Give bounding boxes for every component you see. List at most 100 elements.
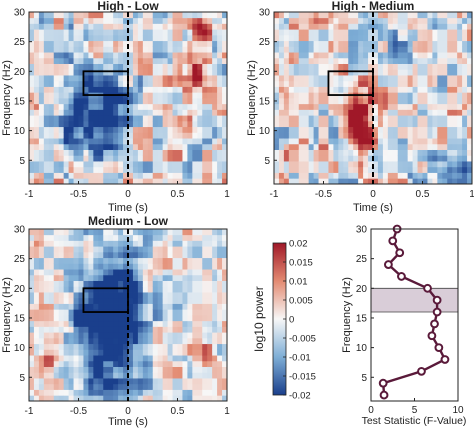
heatmap-cell — [182, 161, 188, 168]
heatmap-cell — [197, 120, 203, 128]
heatmap-cell — [29, 246, 35, 253]
heatmap-cell — [323, 46, 329, 53]
heatmap-cell — [197, 80, 203, 87]
heatmap-cell — [128, 240, 134, 247]
heatmap-cell — [437, 103, 443, 110]
heatmap-cell — [157, 172, 164, 179]
heatmap-cell — [108, 297, 114, 304]
heatmap-cell — [33, 29, 40, 36]
heatmap-cell — [377, 126, 384, 133]
heatmap-cell — [207, 274, 213, 281]
heatmap-cell — [38, 126, 45, 133]
heatmap-cell — [442, 98, 448, 105]
heatmap-cell — [132, 23, 139, 30]
heatmap-cell — [29, 332, 35, 339]
heatmap-cell — [202, 326, 208, 333]
heatmap-cell — [63, 360, 69, 367]
heatmap-cell — [288, 29, 295, 36]
heatmap-cell — [222, 40, 227, 47]
heatmap-cell — [68, 234, 74, 241]
heatmap-cell — [343, 149, 349, 156]
heatmap-cell — [172, 23, 178, 30]
heatmap-cell — [147, 251, 154, 259]
heatmap-cell — [197, 23, 203, 30]
heatmap-cell — [422, 34, 428, 42]
heatmap-cell — [123, 29, 129, 36]
heatmap-cell — [192, 389, 198, 396]
heatmap-cell — [202, 143, 208, 150]
heatmap-cell — [63, 132, 69, 139]
heatmap-cell — [152, 383, 159, 390]
heatmap-cell — [427, 80, 433, 87]
heatmap-cell — [93, 103, 99, 110]
heatmap-cell — [373, 63, 379, 70]
heatmap-cell — [432, 166, 438, 173]
heatmap-cell — [358, 34, 364, 42]
heatmap-cell — [73, 292, 79, 299]
heatmap-cell — [182, 115, 188, 122]
heatmap-cell — [88, 280, 94, 287]
heatmap-cell — [207, 286, 213, 293]
heatmap-cell — [29, 29, 35, 36]
heatmap-cell — [333, 172, 339, 179]
heatmap-cell — [278, 69, 285, 76]
heatmap-cell — [368, 17, 374, 24]
heatmap-cell — [363, 138, 369, 145]
heatmap-cell — [167, 149, 173, 156]
heatmap-cell — [147, 166, 154, 173]
heatmap-cell — [283, 40, 290, 47]
heatmap-cell — [48, 46, 55, 53]
heatmap-cell — [197, 234, 203, 241]
heatmap-cell — [137, 337, 144, 345]
heatmap-cell — [152, 92, 159, 99]
heatmap-cell — [172, 92, 178, 99]
heatmap-cell — [323, 98, 329, 105]
heatmap-cell — [192, 98, 198, 105]
heatmap-cell — [162, 349, 168, 356]
heatmap-cell — [422, 80, 428, 87]
heatmap-cell — [118, 98, 124, 105]
heatmap-cell — [217, 120, 223, 128]
heatmap-cell — [212, 92, 218, 99]
heatmap-cell — [402, 69, 409, 76]
heatmap-cell — [152, 263, 159, 270]
heatmap-cell — [288, 23, 295, 30]
heatmap-cell — [363, 17, 369, 24]
heatmap-cell — [382, 29, 389, 36]
heatmap-cell — [103, 286, 109, 293]
heatmap-cell — [152, 320, 159, 327]
heatmap-cell — [432, 178, 438, 184]
heatmap-cell — [147, 172, 154, 179]
heatmap-cell — [128, 360, 134, 367]
heatmap-cell — [53, 269, 60, 276]
heatmap-cell — [437, 178, 443, 184]
heatmap-cell — [222, 366, 227, 373]
heatmap-cell — [437, 120, 443, 128]
heatmap-cell — [48, 343, 55, 350]
heatmap-cell — [212, 40, 218, 47]
heatmap-cell — [392, 86, 399, 93]
x-tick-label: 0.5 — [416, 189, 430, 200]
heatmap-cell — [328, 34, 334, 42]
heatmap-cell — [58, 115, 65, 122]
heatmap-cell — [467, 46, 472, 53]
heatmap-cell — [207, 263, 213, 270]
heatmap-cell — [293, 92, 300, 99]
heatmap-cell — [348, 178, 354, 184]
heatmap-cell — [38, 29, 45, 36]
y-tick-label: 10 — [14, 343, 26, 354]
heatmap-cell — [152, 115, 159, 122]
heatmap-cell — [447, 75, 453, 82]
heatmap-cell — [432, 103, 438, 110]
heatmap-cell — [274, 172, 280, 179]
heatmap-cell — [293, 98, 300, 105]
heatmap-cell — [157, 366, 164, 373]
heatmap-cell — [29, 34, 35, 42]
heatmap-cell — [298, 92, 305, 99]
heatmap-cell — [462, 103, 468, 110]
heatmap-cell — [207, 246, 213, 253]
heatmap-cell — [222, 120, 227, 128]
heatmap-cell — [358, 29, 364, 36]
heatmap-cell — [73, 29, 79, 36]
